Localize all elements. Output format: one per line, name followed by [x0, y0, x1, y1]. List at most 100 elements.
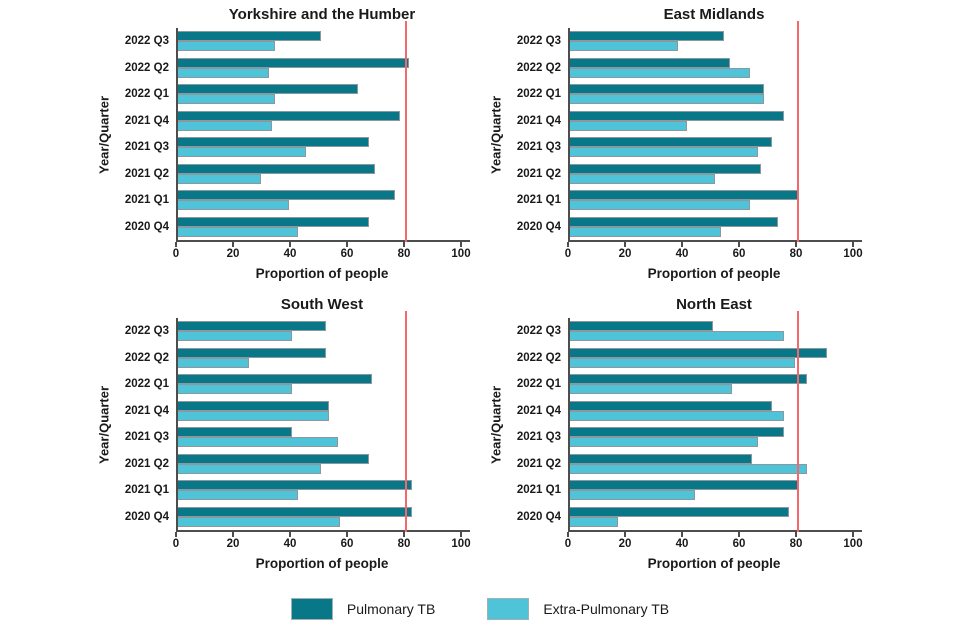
bar-pulmonary — [178, 347, 327, 358]
y-category-labels: 2022 Q3 2022 Q2 2022 Q1 2021 Q4 2021 Q3 2021 … — [112, 28, 176, 240]
legend-item-extra-pulmonary: Extra-Pulmonary TB — [487, 598, 669, 620]
bar-group — [570, 424, 862, 451]
category-label: 2022 Q2 — [516, 351, 561, 364]
x-tick-label: 0 — [564, 538, 572, 550]
x-tick-label: 60 — [340, 538, 354, 550]
bar-pulmonary — [570, 347, 827, 358]
bar-extra-pulmonary — [570, 410, 784, 421]
category-label: 2022 Q3 — [124, 35, 169, 48]
plot-area — [176, 21, 470, 242]
legend: Pulmonary TB Extra-Pulmonary TB — [0, 580, 960, 638]
chart-body: Year/Quarter 2022 Q3 2022 Q2 2022 Q1 2021 Q… — [96, 21, 480, 281]
chart-body: Year/Quarter 2022 Q3 2022 Q2 2022 Q1 2021 Q… — [488, 311, 960, 571]
category-label: 2022 Q2 — [516, 61, 561, 74]
x-tick-mark — [567, 532, 569, 537]
x-tick-mark — [346, 242, 348, 247]
x-axis-label: Proportion of people — [647, 266, 781, 281]
bar-group — [178, 214, 470, 241]
category-label: 2020 Q4 — [516, 220, 561, 233]
bar-pulmonary — [570, 480, 798, 491]
chart-title: East Midlands — [663, 6, 765, 23]
category-label: 2021 Q3 — [124, 141, 169, 154]
bar-extra-pulmonary — [570, 331, 784, 342]
legend-label-extra-pulmonary: Extra-Pulmonary TB — [543, 601, 670, 617]
bar-group — [178, 55, 470, 82]
legend-label-pulmonary: Pulmonary TB — [346, 601, 436, 617]
bar-extra-pulmonary — [178, 41, 275, 52]
bar-pulmonary — [178, 57, 409, 68]
bar-group — [570, 161, 862, 188]
x-tick-label: 20 — [618, 538, 632, 550]
bar-group — [570, 371, 862, 398]
bar-group — [178, 187, 470, 214]
x-axis: 0 20 40 60 80 100 — [565, 532, 863, 554]
y-category-labels: 2022 Q3 2022 Q2 2022 Q1 2021 Q4 2021 Q3 2021 … — [112, 318, 176, 530]
bar-pulmonary — [178, 84, 358, 95]
chart-title: Yorkshire and the Humber — [228, 6, 416, 23]
y-axis-label: Year/Quarter — [96, 385, 112, 465]
bar-extra-pulmonary — [178, 200, 290, 211]
x-axis-label: Proportion of people — [255, 556, 389, 571]
x-tick-label: 20 — [226, 248, 240, 260]
y-category-labels: 2022 Q3 2022 Q2 2022 Q1 2021 Q4 2021 Q3 2021 … — [504, 318, 568, 530]
chart-east-midlands: East Midlands Year/Quarter 2022 Q3 2022 Q… — [480, 0, 960, 290]
x-tick-mark — [624, 242, 626, 247]
x-tick-mark — [289, 532, 291, 537]
chart-body: Year/Quarter 2022 Q3 2022 Q2 2022 Q1 2021 Q… — [488, 21, 960, 281]
bar-pulmonary — [570, 31, 724, 42]
x-tick-mark — [852, 532, 854, 537]
bar-extra-pulmonary — [570, 147, 759, 158]
bar-group — [570, 134, 862, 161]
bar-group — [570, 318, 862, 345]
category-label: 2020 Q4 — [516, 510, 561, 523]
x-tick-label: 0 — [172, 538, 180, 550]
bar-extra-pulmonary — [178, 94, 275, 105]
bar-pulmonary — [570, 163, 761, 174]
bar-extra-pulmonary — [178, 173, 261, 184]
chart-body: Year/Quarter 2022 Q3 2022 Q2 2022 Q1 2021 Q… — [96, 311, 480, 571]
bar-group — [178, 371, 470, 398]
bar-group — [570, 214, 862, 241]
x-tick-mark — [232, 242, 234, 247]
plot-area — [568, 311, 862, 532]
x-tick-mark — [289, 242, 291, 247]
bar-pulmonary — [570, 453, 753, 464]
bar-pulmonary — [178, 110, 401, 121]
bar-group — [570, 187, 862, 214]
bar-pulmonary — [570, 137, 773, 148]
x-tick-mark — [346, 532, 348, 537]
x-tick-mark — [681, 532, 683, 537]
x-tick-mark — [624, 532, 626, 537]
x-tick-label: 100 — [451, 248, 471, 260]
bar-extra-pulmonary — [178, 357, 250, 368]
x-tick-mark — [681, 242, 683, 247]
category-label: 2021 Q3 — [124, 431, 169, 444]
category-label: 2022 Q3 — [124, 325, 169, 338]
bar-extra-pulmonary — [570, 463, 807, 474]
x-tick-label: 40 — [675, 248, 689, 260]
category-label: 2022 Q3 — [516, 35, 561, 48]
bar-pulmonary — [570, 110, 784, 121]
bar-extra-pulmonary — [178, 410, 330, 421]
x-tick-label: 80 — [397, 248, 411, 260]
chart-north-east: North East Year/Quarter 2022 Q3 2022 Q2 20… — [480, 290, 960, 580]
plot-column: 0 20 40 60 80 100 Proportion of people — [173, 311, 471, 571]
refline-80 — [405, 311, 407, 532]
bar-pulmonary — [570, 427, 784, 438]
x-tick-mark — [795, 532, 797, 537]
bar-pulmonary — [570, 506, 790, 517]
x-tick-mark — [567, 242, 569, 247]
x-tick-mark — [852, 242, 854, 247]
bar-group — [570, 108, 862, 135]
bar-group — [570, 477, 862, 504]
bar-extra-pulmonary — [570, 437, 759, 448]
bar-pulmonary — [178, 400, 330, 411]
bar-extra-pulmonary — [570, 357, 796, 368]
bar-group — [178, 477, 470, 504]
x-tick-label: 40 — [675, 538, 689, 550]
x-tick-mark — [175, 242, 177, 247]
category-label: 2021 Q4 — [124, 404, 169, 417]
bar-pulmonary — [178, 427, 292, 438]
bar-extra-pulmonary — [570, 41, 679, 52]
category-label: 2022 Q3 — [516, 325, 561, 338]
